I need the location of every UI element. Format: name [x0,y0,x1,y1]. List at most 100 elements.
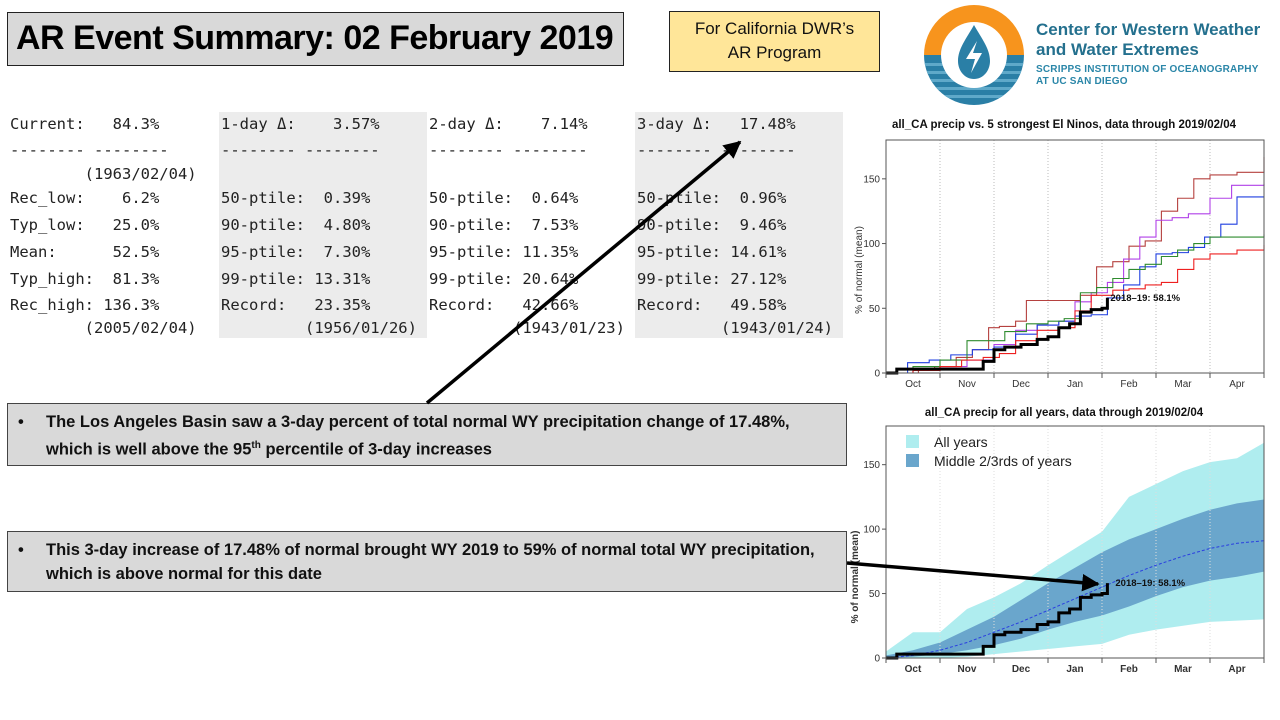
day3-header: 3-day Δ: 17.48% [637,115,796,133]
legend-swatch [906,435,919,448]
y-axis-label: % of normal (mean) [854,226,865,314]
page-title: AR Event Summary: 02 February 2019 [16,19,614,57]
el-nino-comparison-chart: all_CA precip vs. 5 strongest El Ninos, … [854,119,1265,390]
org-name-line3: SCRIPPS INSTITUTION OF OCEANOGRAPHY [1036,64,1259,75]
stats-1day-column: 1-day Δ: 3.57% -------- -------- 50-ptil… [219,112,427,338]
series-line-green [886,234,1265,374]
y-tick-label: 100 [863,525,880,536]
callout-wy-total: • This 3-day increase of 17.48% of norma… [7,531,847,592]
y-tick-label: 100 [863,239,880,250]
y-tick-label: 0 [874,369,880,380]
x-tick-label: Feb [1120,664,1138,675]
all-years-envelope-chart: all_CA precip for all years, data throug… [850,407,1265,675]
x-tick-label: Apr [1229,379,1245,390]
day2-record: Record: 42.66% [429,296,579,314]
day1-90ptile: 90-ptile: 4.80% [221,216,371,234]
y-tick-label: 50 [869,304,881,315]
day2-header: 2-day Δ: 7.14% [429,115,588,133]
plot-frame [885,425,1265,659]
y-tick-label: 0 [874,654,880,665]
x-tick-label: Feb [1120,379,1138,390]
y-tick-label: 150 [863,174,880,185]
y-axis-label: % of normal (mean) [850,531,861,624]
day3-rule: -------- -------- [637,141,796,159]
program-label-line2: AR Program [727,43,822,62]
stats-2day-column: 2-day Δ: 7.14% -------- -------- 50-ptil… [427,112,635,338]
x-tick-label: Nov [958,664,977,675]
day2-50ptile: 50-ptile: 0.64% [429,189,579,207]
day3-50ptile: 50-ptile: 0.96% [637,189,787,207]
x-tick-label: Jan [1067,379,1083,390]
current-value-annotation: 2018–19: 58.1% [1115,578,1185,589]
current-rec-high-date: (2005/02/04) [10,319,197,337]
x-tick-label: Nov [958,379,976,390]
day1-95ptile: 95-ptile: 7.30% [221,243,371,261]
legend-label: Middle 2/3rds of years [934,453,1072,469]
x-tick-label: Oct [905,379,921,390]
water-drop-lightning-logo-icon [924,5,1024,105]
day2-95ptile: 95-ptile: 11.35% [429,243,579,261]
day2-99ptile: 99-ptile: 20.64% [429,270,579,288]
series-line-current [886,583,1109,660]
x-tick-label: Mar [1174,379,1192,390]
plot-frame [885,139,1265,374]
callout-text-main: The Los Angeles Basin saw a 3-day percen… [46,413,790,459]
x-tick-label: Oct [905,664,922,675]
current-rec-low: Rec_low: 6.2% [10,189,160,207]
legend-swatch [906,454,919,467]
day1-record: Record: 23.35% [221,296,371,314]
chart-title: all_CA precip vs. 5 strongest El Ninos, … [892,119,1237,131]
bullet: • [18,541,24,559]
current-rec-high: Rec_high: 136.3% [10,296,160,314]
callout-text-end: percentile of 3-day increases [260,440,492,459]
title-box: AR Event Summary: 02 February 2019 [7,12,624,66]
x-tick-label: Jan [1066,664,1083,675]
stats-3day-column: 3-day Δ: 17.48% -------- -------- 50-pti… [635,112,843,338]
day2-rule: -------- -------- [429,141,588,159]
org-name-line2: and Water Extremes [1036,40,1199,59]
callout-superscript: th [251,440,261,451]
x-tick-label: Mar [1174,664,1192,675]
y-tick-label: 150 [863,460,880,471]
program-label-line1: For California DWR’s [694,19,855,38]
chart-title: all_CA precip for all years, data throug… [925,407,1204,419]
day3-90ptile: 90-ptile: 9.46% [637,216,787,234]
current-mean: Mean: 52.5% [10,243,160,261]
x-tick-label: Apr [1228,664,1245,675]
day1-record-date: (1956/01/26) [221,319,417,337]
day3-record: Record: 49.58% [637,296,787,314]
x-tick-label: Dec [1012,379,1030,390]
callout-3day-change: • The Los Angeles Basin saw a 3-day perc… [7,403,847,466]
day3-99ptile: 99-ptile: 27.12% [637,270,787,288]
stats-current-column: Current: 84.3% -------- -------- (1963/0… [8,112,216,338]
day3-95ptile: 95-ptile: 14.61% [637,243,787,261]
day3-record-date: (1943/01/24) [637,319,833,337]
y-tick-label: 50 [869,589,881,600]
day2-90ptile: 90-ptile: 7.53% [429,216,579,234]
series-line-purple [886,184,1265,374]
series-line-brown [886,156,1265,374]
current-typ-high: Typ_high: 81.3% [10,270,160,288]
organization-name: Center for Western Weather and Water Ext… [1036,20,1260,88]
program-label-box: For California DWR’s AR Program [669,11,880,72]
current-header: Current: 84.3% [10,115,160,133]
day1-50ptile: 50-ptile: 0.39% [221,189,371,207]
day1-rule: -------- -------- [221,141,380,159]
current-rule: -------- -------- [10,141,169,159]
current-value-annotation: 2018–19: 58.1% [1110,293,1180,304]
x-tick-label: Dec [1012,664,1031,675]
current-typ-low: Typ_low: 25.0% [10,216,160,234]
day1-header: 1-day Δ: 3.57% [221,115,380,133]
callout-text: This 3-day increase of 17.48% of normal … [46,541,815,583]
callout-text: The Los Angeles Basin saw a 3-day percen… [46,410,826,462]
legend-label: All years [934,434,988,450]
series-line-current [886,297,1109,375]
day1-99ptile: 99-ptile: 13.31% [221,270,371,288]
bullet: • [18,413,24,431]
current-date: (1963/02/04) [10,165,197,183]
org-name-line4: AT UC SAN DIEGO [1036,76,1128,87]
org-name-line1: Center for Western Weather [1036,20,1261,39]
series-line-blue [886,196,1264,374]
day2-record-date: (1943/01/23) [429,319,625,337]
all-years-band [886,442,1264,658]
